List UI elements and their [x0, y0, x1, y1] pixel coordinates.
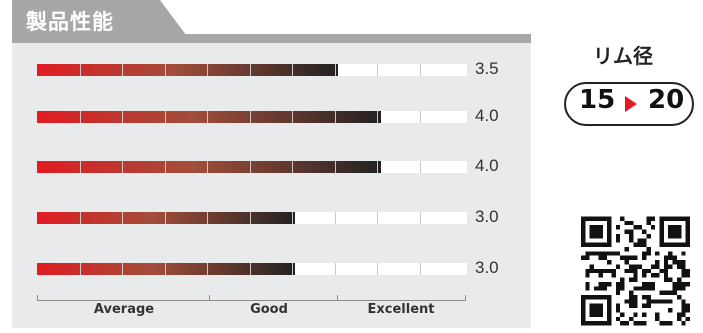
- bar-tick: [80, 263, 81, 275]
- bar-tick: [292, 64, 293, 76]
- rating-bar-fill: [37, 64, 338, 76]
- bar-tick: [80, 64, 81, 76]
- bar-tick: [165, 263, 166, 275]
- rating-bar: [37, 263, 467, 275]
- rating-row: 3.5: [37, 59, 507, 79]
- rating-score: 3.0: [475, 207, 499, 226]
- scale-tick: [209, 295, 210, 301]
- bar-tick: [165, 64, 166, 76]
- rating-bar-fill: [37, 111, 381, 123]
- bar-tick: [207, 111, 208, 123]
- bar-tick: [420, 212, 421, 224]
- rating-row: 3.0: [37, 258, 507, 278]
- bar-tick: [80, 161, 81, 173]
- bar-tick: [207, 263, 208, 275]
- rating-score: 4.0: [475, 156, 499, 175]
- bar-tick: [377, 64, 378, 76]
- bar-tick: [292, 111, 293, 123]
- scale-tick: [37, 295, 38, 301]
- bar-tick: [377, 263, 378, 275]
- header-line: [12, 34, 531, 43]
- rating-row: 3.0: [37, 207, 507, 227]
- bar-tick: [122, 111, 123, 123]
- bar-tick: [335, 64, 336, 76]
- rim-size-box: [564, 82, 694, 126]
- rating-score: 3.5: [475, 59, 499, 78]
- bar-tick: [335, 263, 336, 275]
- bar-tick: [292, 263, 293, 275]
- qr-code-icon: [581, 216, 690, 326]
- bar-tick: [377, 212, 378, 224]
- scale-label-average: Average: [93, 302, 155, 317]
- scale-label-excellent: Excellent: [367, 302, 435, 317]
- bar-tick: [292, 161, 293, 173]
- rating-bar-fill: [37, 212, 295, 224]
- bar-tick: [335, 161, 336, 173]
- scale-label-good: Good: [250, 302, 288, 317]
- bar-tick: [250, 64, 251, 76]
- bar-tick: [80, 212, 81, 224]
- rating-bar: [37, 161, 467, 173]
- performance-panel: [12, 43, 531, 328]
- bar-tick: [122, 161, 123, 173]
- rating-score: 4.0: [475, 106, 499, 125]
- rating-row: 4.0: [37, 156, 507, 176]
- rating-bar-fill: [37, 263, 295, 275]
- bar-tick: [122, 263, 123, 275]
- bar-tick: [420, 263, 421, 275]
- bar-tick: [335, 212, 336, 224]
- rim-title: リム径: [593, 44, 653, 68]
- bar-tick: [122, 212, 123, 224]
- play-arrow-icon: [625, 96, 637, 112]
- rating-bar: [37, 212, 467, 224]
- bar-tick: [377, 111, 378, 123]
- rating-score: 3.0: [475, 258, 499, 277]
- rim-to: 20: [648, 85, 685, 115]
- bar-tick: [420, 161, 421, 173]
- bar-tick: [122, 64, 123, 76]
- bar-tick: [250, 212, 251, 224]
- rating-bar-fill: [37, 161, 381, 173]
- bar-tick: [250, 263, 251, 275]
- scale-tick: [337, 295, 338, 301]
- header-title: 製品性能: [26, 10, 114, 34]
- bar-tick: [292, 212, 293, 224]
- bar-tick: [165, 111, 166, 123]
- rim-from: 15: [579, 85, 616, 115]
- scale-line: [37, 300, 465, 301]
- rating-row: 4.0: [37, 106, 507, 126]
- bar-tick: [377, 161, 378, 173]
- bar-tick: [420, 111, 421, 123]
- bar-tick: [207, 161, 208, 173]
- bar-tick: [250, 111, 251, 123]
- bar-tick: [335, 111, 336, 123]
- rating-bar: [37, 111, 467, 123]
- bar-tick: [80, 111, 81, 123]
- bar-tick: [165, 212, 166, 224]
- bar-tick: [207, 64, 208, 76]
- rating-bar: [37, 64, 467, 76]
- bar-tick: [250, 161, 251, 173]
- scale-tick: [465, 295, 466, 301]
- bar-tick: [165, 161, 166, 173]
- bar-tick: [420, 64, 421, 76]
- bar-tick: [207, 212, 208, 224]
